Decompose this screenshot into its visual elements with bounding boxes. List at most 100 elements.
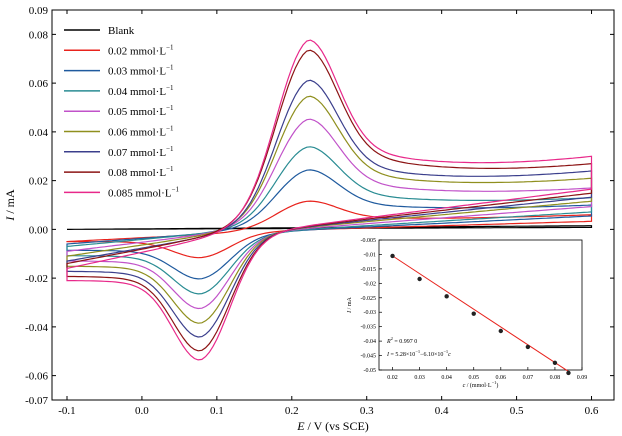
y-tick-label: 0.08 xyxy=(29,29,49,41)
inset-data-point xyxy=(417,276,422,282)
legend-entry: 0.06 mmol·L−1 xyxy=(108,125,174,139)
legend-unit: mmol·L xyxy=(130,147,166,159)
plot-frame xyxy=(51,9,615,401)
y-tick-label: -0.06 xyxy=(25,371,48,383)
x-tick-label: 0.3 xyxy=(360,405,374,417)
inset-x-var: c xyxy=(463,383,466,389)
x-tick-label: 0.0 xyxy=(135,405,149,417)
inset-data-point xyxy=(390,253,395,259)
legend-unit: mmol·L xyxy=(130,127,166,139)
legend-name: 0.06 xyxy=(108,127,128,139)
series-curve-8 xyxy=(66,39,593,361)
inset-x-tick-label: 0.05 xyxy=(468,375,479,381)
x-tick-label: 0.2 xyxy=(285,405,299,417)
x-axis-var: E xyxy=(296,419,305,433)
legend-exponent: −1 xyxy=(166,125,174,133)
inset-y-tick-label: -0.03 xyxy=(364,310,377,316)
inset-data-point xyxy=(566,370,571,376)
legend-entry: 0.07 mmol·L−1 xyxy=(108,145,174,159)
legend-entry: 0.08 mmol·L−1 xyxy=(108,165,174,179)
series-curve-6 xyxy=(66,79,593,338)
inset-y-tick-label: -0.04 xyxy=(364,339,377,345)
y-tick-label: 0.02 xyxy=(29,176,48,188)
inset-eq-exp2: −1 xyxy=(443,349,448,354)
series-curve-5 xyxy=(66,95,593,324)
inset-y-tick-label: -0.005 xyxy=(361,238,377,244)
legend-name: 0.08 xyxy=(108,167,128,179)
legend-name: 0.05 xyxy=(108,106,128,118)
inset-x-tick-label: 0.08 xyxy=(550,375,561,381)
inset-data-point xyxy=(552,360,558,365)
legend-unit: mmol·L xyxy=(130,66,166,78)
legend-exponent: −1 xyxy=(166,43,174,51)
inset-x-tick-label: 0.09 xyxy=(577,375,588,381)
inset-x-tick-label: 0.04 xyxy=(441,375,452,381)
inset-eq-var2: c xyxy=(448,352,451,358)
legend-unit: mmol·L xyxy=(130,167,166,179)
y-axis-label: I / mA xyxy=(3,189,17,222)
legend-name: 0.085 xyxy=(108,187,133,199)
legend-exponent: −1 xyxy=(166,165,174,173)
inset-x-tick-label: 0.03 xyxy=(414,375,425,381)
inset-data-point xyxy=(498,328,503,334)
legend-name: 0.07 xyxy=(108,147,128,159)
x-tick-label: -0.1 xyxy=(58,405,75,417)
inset-r2-exponent: 2 xyxy=(391,336,393,341)
inset-eq-intercept: −6.10×10 xyxy=(420,352,443,358)
inset-eq-exp1: −1 xyxy=(415,349,420,354)
inset-x-exponent: −1 xyxy=(492,380,497,385)
inset-x-tick-label: 0.02 xyxy=(387,375,398,381)
inset-y-tick-label: -0.025 xyxy=(361,296,377,302)
y-tick-label: -0.02 xyxy=(25,273,48,285)
legend-name: Blank xyxy=(108,25,135,37)
inset-eq-var: I xyxy=(386,352,390,358)
y-tick-label: 0.06 xyxy=(29,78,49,90)
inset-fit-line xyxy=(392,255,569,372)
inset-x-unit: / (mmol·L xyxy=(465,382,492,389)
inset-y-tick-label: -0.015 xyxy=(361,267,377,273)
y-tick-label: 0.04 xyxy=(29,127,49,139)
inset-data-point xyxy=(525,344,531,350)
legend-unit: mmol·L xyxy=(130,86,166,98)
inset-y-tick-label: -0.05 xyxy=(364,368,377,374)
inset-x-tick-label: 0.06 xyxy=(496,375,507,381)
series-curve-2 xyxy=(66,169,593,280)
series-curve-3 xyxy=(66,146,593,295)
legend-entry: 0.02 mmol·L−1 xyxy=(108,43,174,57)
inset-r2-value: = 0.997 0 xyxy=(393,339,417,345)
series-curve-4 xyxy=(66,118,593,310)
inset-r2-var: R xyxy=(386,339,391,345)
legend-entry: Blank xyxy=(108,25,135,37)
y-tick-label: 0.09 xyxy=(29,5,49,17)
inset-y-var: I xyxy=(347,310,353,314)
series-curve-1 xyxy=(66,200,593,259)
inset-x-tick-label: 0.07 xyxy=(523,375,534,381)
inset-y-tick-label: -0.035 xyxy=(361,325,377,331)
legend-exponent: −1 xyxy=(166,104,174,112)
x-axis-unit: / V (vs SCE) xyxy=(305,419,369,433)
legend-exponent: −1 xyxy=(172,185,180,193)
inset-data-point xyxy=(471,311,476,316)
legend-name: 0.03 xyxy=(108,66,128,78)
legend-unit: mmol·L xyxy=(130,45,166,57)
legend-exponent: −1 xyxy=(166,145,174,153)
inset-y-tick-label: -0.01 xyxy=(364,252,377,258)
legend-entry: 0.05 mmol·L−1 xyxy=(108,104,174,118)
inset-equation: I = 5.28×10−1−6.10×10−1c xyxy=(386,349,451,358)
inset-y-axis-label: I / mA xyxy=(347,297,353,314)
inset-frame xyxy=(378,239,583,371)
legend-name: 0.04 xyxy=(108,86,128,98)
y-axis-var: I xyxy=(3,216,17,222)
inset-y-tick-label: -0.02 xyxy=(364,281,377,287)
legend-exponent: −1 xyxy=(166,64,174,72)
x-tick-label: 0.1 xyxy=(210,405,224,417)
x-tick-label: 0.4 xyxy=(435,405,449,417)
x-tick-label: 0.6 xyxy=(585,405,599,417)
y-tick-label: 0.00 xyxy=(29,224,49,236)
inset-y-unit: / mA xyxy=(347,297,353,311)
legend-entry: 0.03 mmol·L−1 xyxy=(108,64,174,78)
y-tick-label: -0.07 xyxy=(25,395,48,407)
inset-r2-annotation: R2 = 0.997 0 xyxy=(386,336,417,345)
inset-eq-slope: = 5.28×10 xyxy=(389,352,415,358)
